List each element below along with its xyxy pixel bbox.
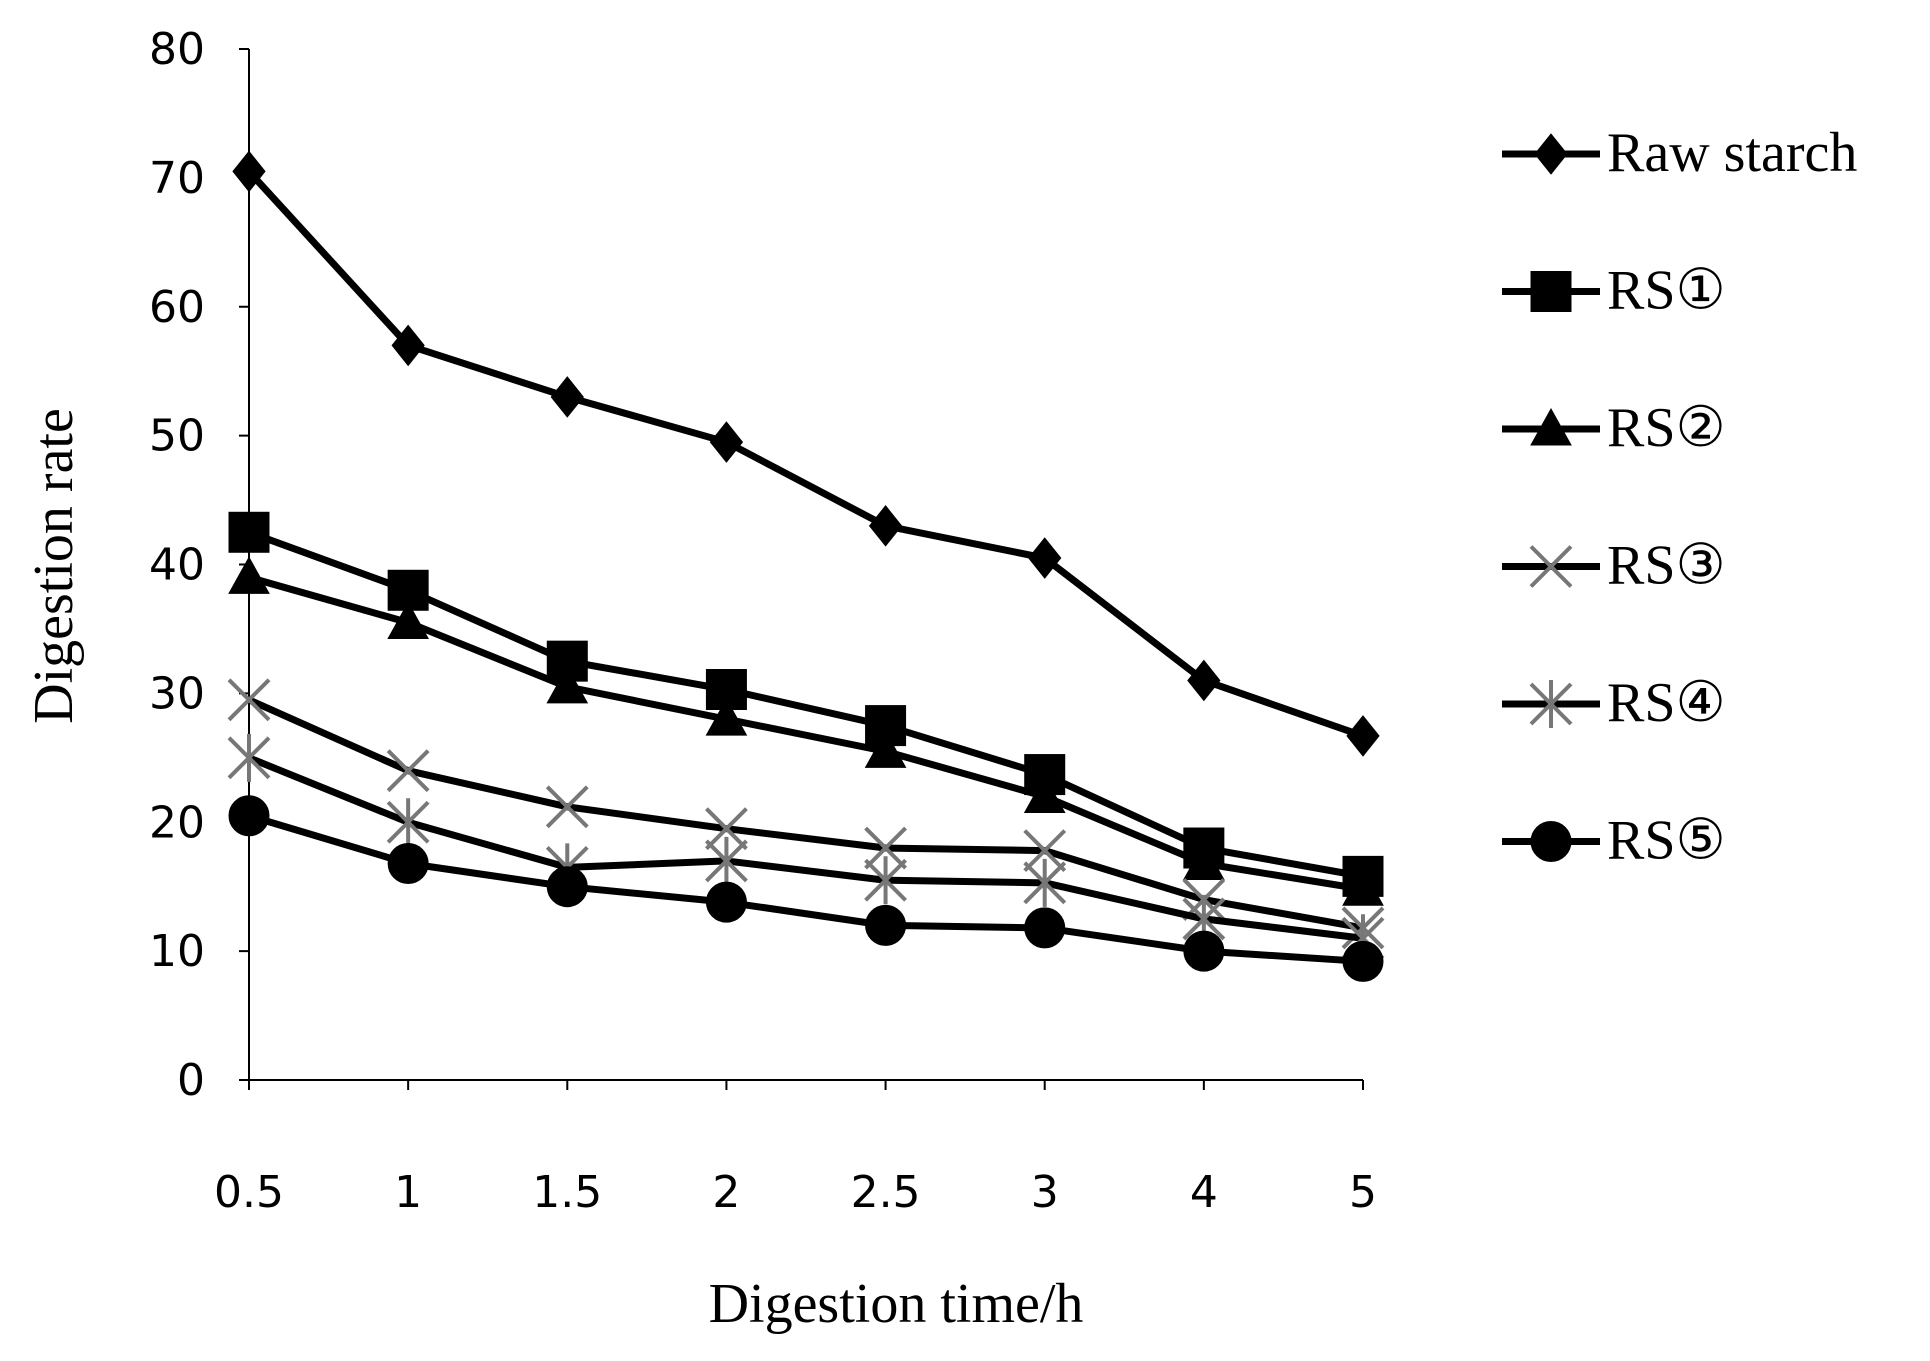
y-tick-label: 0: [177, 1055, 205, 1106]
data-point: [387, 601, 429, 639]
series-line: [246, 169, 1365, 740]
data-point: [864, 826, 907, 870]
x-tick-label: 2: [712, 1167, 740, 1218]
data-point: [546, 665, 589, 704]
data-point: [705, 881, 747, 923]
legend-marker: [1530, 407, 1572, 446]
data-point: [709, 421, 744, 463]
y-tick-label: 10: [149, 926, 205, 977]
y-tick-label: 40: [149, 540, 205, 591]
y-tick-label: 80: [149, 24, 205, 75]
legend-marker: [1534, 133, 1568, 175]
legend-marker: [1530, 821, 1572, 862]
data-point: [545, 785, 589, 829]
data-point: [1023, 829, 1067, 873]
data-point: [1342, 940, 1384, 982]
legend-label: RS⑤: [1607, 809, 1726, 871]
legend-marker: [1529, 680, 1573, 728]
data-point: [1183, 930, 1225, 972]
y-tick-label: 30: [149, 668, 205, 719]
data-point: [386, 749, 430, 793]
series-line: [247, 754, 1364, 942]
data-point: [228, 511, 270, 553]
data-point: [550, 376, 584, 418]
legend-label: Raw starch: [1607, 122, 1857, 184]
data-point: [1342, 868, 1384, 906]
data-point: [391, 324, 425, 367]
series-line: [248, 574, 1364, 893]
data-point: [1023, 858, 1067, 907]
data-point: [1023, 775, 1066, 813]
y-tick-label: 20: [149, 797, 205, 848]
data-point: [1346, 715, 1380, 757]
data-point: [546, 866, 588, 908]
data-point: [227, 678, 271, 722]
data-point: [705, 807, 748, 851]
data-point: [705, 698, 748, 736]
series-line: [247, 812, 1364, 965]
x-tick-label: 1: [394, 1167, 422, 1218]
x-tick-label: 4: [1190, 1167, 1218, 1218]
x-tick-label: 1.5: [532, 1167, 602, 1218]
data-point: [868, 505, 903, 547]
series-line: [247, 528, 1364, 880]
y-tick-label: 70: [149, 153, 205, 204]
x-axis-title: Digestion time/h: [709, 1273, 1084, 1335]
data-point: [705, 836, 748, 885]
x-tick-label: 2.5: [851, 1167, 921, 1218]
legend-marker: [1530, 271, 1572, 312]
data-point: [387, 842, 429, 884]
data-point: [1028, 537, 1062, 579]
legend-label: RS④: [1607, 672, 1726, 734]
data-point: [227, 733, 271, 782]
y-axis-title: Digestion rate: [23, 408, 85, 724]
y-tick-label: 60: [149, 282, 205, 333]
legend-label: RS②: [1607, 397, 1726, 459]
legend-label: RS③: [1607, 534, 1726, 596]
data-point: [232, 150, 266, 193]
data-point: [1024, 907, 1066, 949]
x-tick-label: 0.5: [214, 1167, 284, 1218]
legend-label: RS①: [1607, 259, 1726, 321]
data-point: [864, 856, 907, 905]
y-tick-label: 50: [149, 411, 205, 462]
x-tick-label: 5: [1349, 1167, 1377, 1218]
data-point: [1187, 659, 1221, 702]
data-point: [386, 798, 430, 847]
data-point: [228, 795, 270, 837]
data-point: [865, 904, 907, 946]
data-point: [864, 730, 907, 768]
data-point: [228, 556, 270, 594]
legend-marker: [1529, 545, 1573, 588]
series-line: [247, 696, 1364, 932]
x-tick-label: 3: [1031, 1167, 1059, 1218]
data-point: [1183, 842, 1225, 880]
